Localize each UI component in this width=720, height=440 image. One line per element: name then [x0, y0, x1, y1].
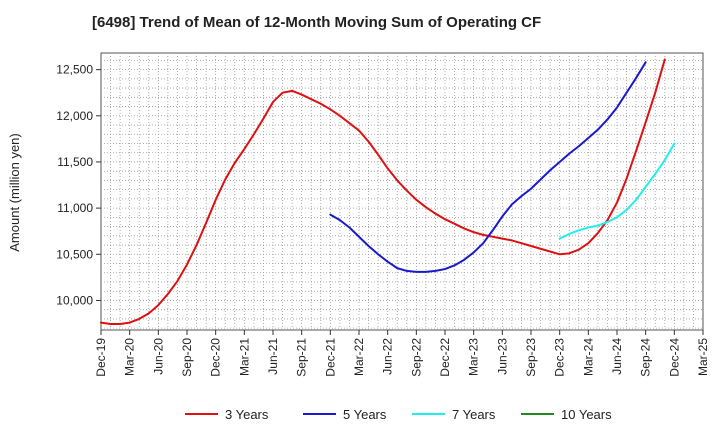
- legend-label-5-years: 5 Years: [343, 407, 387, 422]
- x-tick-label: Dec-23: [553, 338, 567, 377]
- x-tick-label: Jun-20: [151, 338, 165, 375]
- legend-label-7-years: 7 Years: [452, 407, 496, 422]
- x-tick-label: Dec-20: [209, 338, 223, 377]
- series-line-5-years: [329, 61, 647, 273]
- x-tick-label: Sep-21: [295, 338, 309, 377]
- legend-label-3-years: 3 Years: [225, 407, 269, 422]
- x-tick-label: Jun-24: [610, 338, 624, 375]
- x-tick-label: Jun-23: [495, 338, 509, 375]
- y-tick-label: 10,000: [56, 293, 93, 307]
- x-tick-label: Jun-21: [266, 338, 280, 375]
- y-tick-label: 11,500: [57, 155, 93, 169]
- y-axis-title: Amount (million yen): [7, 133, 22, 252]
- x-tick-label: Mar-22: [352, 338, 366, 376]
- plot-area: [100, 52, 704, 331]
- x-tick-label: Sep-24: [639, 338, 653, 377]
- y-axis: 10,000 10,500 11,000 11,500 12,000 12,500: [56, 63, 101, 307]
- legend-label-10-years: 10 Years: [561, 407, 612, 422]
- x-tick-label: Sep-20: [180, 338, 194, 377]
- y-tick-label: 12,000: [56, 109, 93, 123]
- y-tick-label: 11,000: [57, 201, 93, 215]
- y-tick-label: 12,500: [56, 63, 93, 77]
- x-tick-label: Dec-21: [323, 338, 337, 377]
- x-tick-label: Dec-24: [667, 338, 681, 377]
- x-tick-label: Mar-23: [467, 338, 481, 376]
- grid-lines: [101, 53, 703, 330]
- x-tick-label: Dec-22: [438, 338, 452, 377]
- x-tick-label: Mar-21: [237, 338, 251, 376]
- x-tick-label: Mar-24: [581, 338, 595, 376]
- series-line-3-years: [100, 58, 666, 325]
- x-tick-label: Sep-23: [524, 338, 538, 377]
- x-tick-label: Sep-22: [409, 338, 423, 377]
- x-tick-label: Dec-19: [94, 338, 108, 377]
- y-tick-label: 10,500: [56, 247, 93, 261]
- x-tick-label: Mar-20: [123, 338, 137, 376]
- legend: 3 Years 5 Years 7 Years 10 Years: [185, 407, 612, 422]
- chart-title: [6498] Trend of Mean of 12-Month Moving …: [92, 14, 542, 31]
- x-tick-label: Jun-22: [381, 338, 395, 375]
- x-axis: Dec-19 Mar-20 Jun-20 Sep-20 Dec-20 Mar-21 Jun-…: [94, 330, 710, 377]
- x-tick-label: Mar-25: [696, 338, 710, 376]
- series-line-7-years: [558, 142, 676, 240]
- series-lines: [100, 58, 676, 325]
